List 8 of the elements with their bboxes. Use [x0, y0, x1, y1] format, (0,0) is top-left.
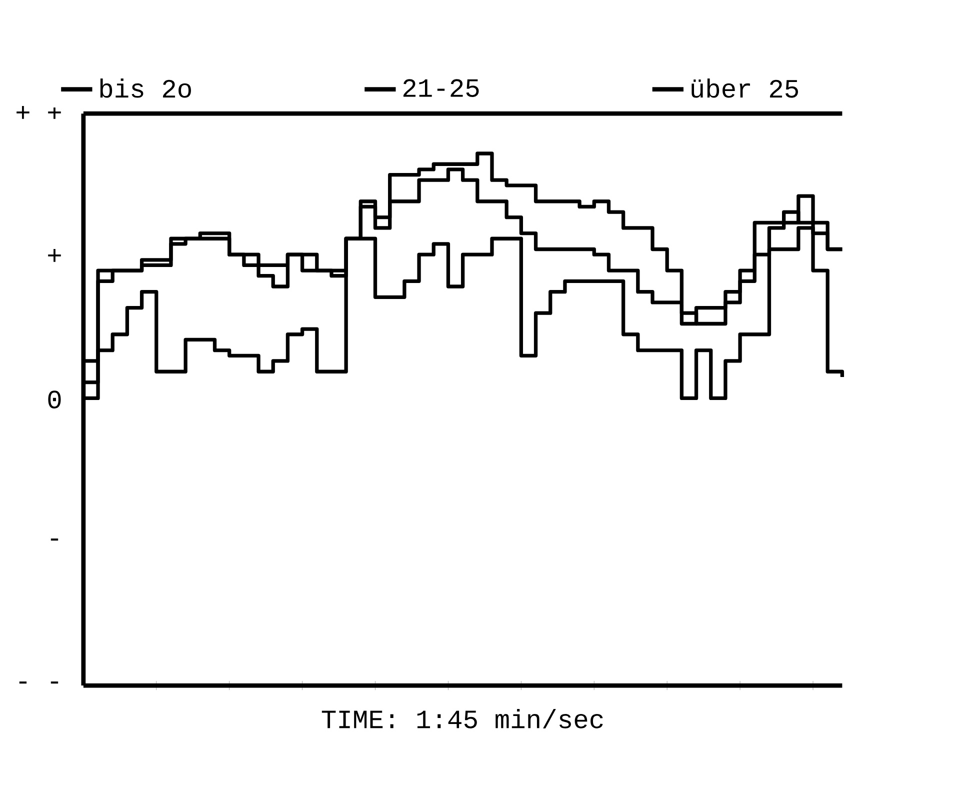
text: + [48, 249, 61, 262]
text: - [50, 538, 58, 541]
text: 0 [48, 390, 61, 409]
legend-label: 21-25 [403, 79, 479, 98]
legend-label: bis 2o [100, 78, 191, 98]
legend-label: über 25 [692, 78, 798, 98]
text: - - [19, 682, 58, 684]
x-axis-title: TIME: 1:45 min/sec [322, 709, 603, 729]
